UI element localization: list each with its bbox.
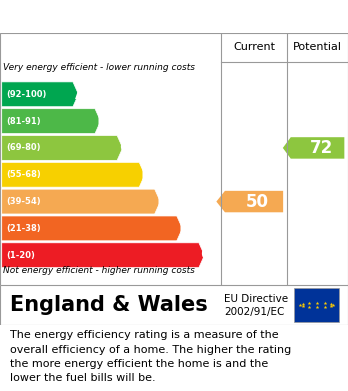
Polygon shape (2, 109, 101, 133)
Text: A: A (75, 85, 88, 103)
Text: Very energy efficient - lower running costs: Very energy efficient - lower running co… (3, 63, 196, 72)
Text: (55-68): (55-68) (6, 170, 41, 179)
Text: (92-100): (92-100) (6, 90, 46, 99)
Polygon shape (2, 216, 182, 241)
Text: Current: Current (233, 43, 275, 52)
Text: Not energy efficient - higher running costs: Not energy efficient - higher running co… (3, 266, 195, 275)
Text: England & Wales: England & Wales (10, 295, 208, 315)
Text: The energy efficiency rating is a measure of the
overall efficiency of a home. T: The energy efficiency rating is a measur… (10, 330, 292, 384)
Polygon shape (2, 82, 79, 107)
Text: C: C (119, 139, 131, 157)
Text: (81-91): (81-91) (6, 117, 40, 126)
Polygon shape (2, 189, 160, 214)
Polygon shape (2, 162, 145, 187)
Text: 2002/91/EC: 2002/91/EC (224, 307, 285, 317)
Text: B: B (97, 112, 109, 130)
Polygon shape (283, 137, 345, 159)
Text: Potential: Potential (293, 43, 342, 52)
Text: F: F (179, 219, 190, 237)
Text: 50: 50 (246, 193, 269, 211)
Bar (294, 288, 339, 322)
Text: E: E (156, 193, 168, 211)
Text: (1-20): (1-20) (6, 251, 35, 260)
Polygon shape (2, 136, 123, 160)
Text: (69-80): (69-80) (6, 143, 40, 152)
Text: EU Directive: EU Directive (224, 294, 288, 304)
Polygon shape (216, 191, 283, 212)
Text: (39-54): (39-54) (6, 197, 40, 206)
Text: 72: 72 (309, 139, 333, 157)
Polygon shape (2, 243, 205, 267)
Text: G: G (200, 246, 214, 264)
Text: (21-38): (21-38) (6, 224, 40, 233)
Text: D: D (141, 166, 155, 184)
Text: Energy Efficiency Rating: Energy Efficiency Rating (10, 7, 240, 25)
